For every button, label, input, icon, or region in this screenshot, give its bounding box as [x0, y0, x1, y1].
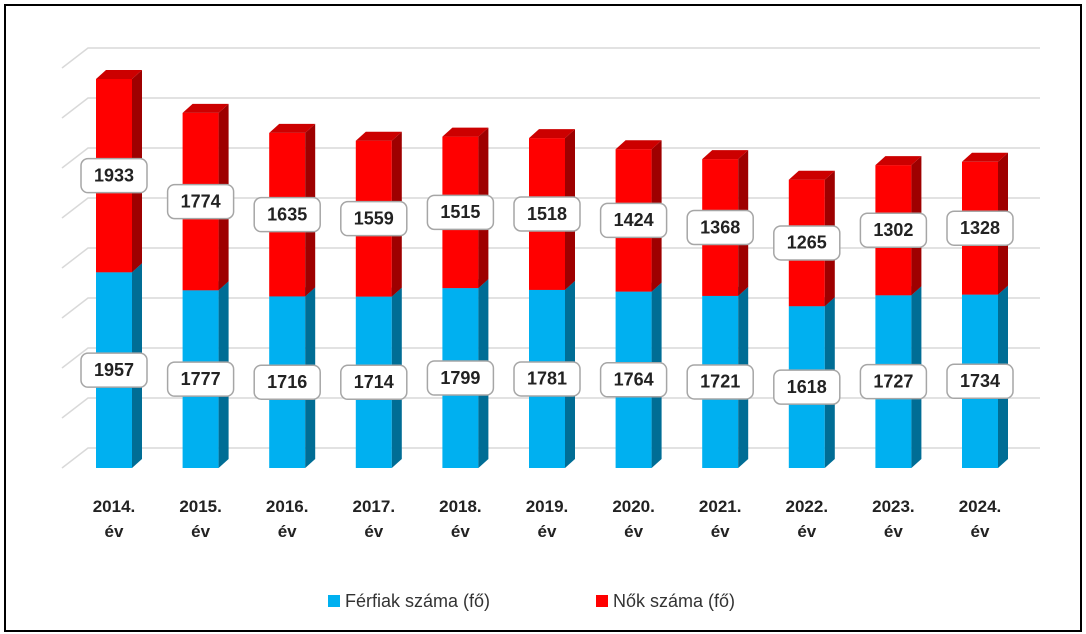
- data-label-box: [513, 361, 581, 397]
- data-label-box: [686, 209, 754, 246]
- x-tick-label: 2024. év: [958, 497, 1002, 541]
- bar-top: [875, 156, 922, 166]
- x-tick-label: 2016. év: [265, 497, 309, 541]
- bar-top: [702, 150, 749, 160]
- data-label: 1635: [267, 204, 307, 224]
- data-label: 1777: [181, 369, 221, 389]
- grid-line: [61, 147, 1040, 169]
- data-label: 1727: [873, 371, 913, 391]
- data-label: 1368: [700, 217, 740, 237]
- legend-label: Férfiak száma (fő): [345, 591, 490, 611]
- bar-top: [182, 103, 229, 113]
- data-label-box: [340, 200, 408, 237]
- data-label: 1265: [787, 233, 827, 253]
- bar-top: [529, 129, 575, 139]
- data-label-box: [253, 364, 321, 400]
- bar-top: [269, 123, 316, 133]
- x-tick-label: 2018. év: [439, 497, 482, 541]
- grid-line: [61, 47, 1040, 69]
- data-label-box: [599, 362, 668, 398]
- x-tick-label: 2019. év: [525, 497, 569, 541]
- x-tick-label: 2022. év: [785, 497, 829, 541]
- legend-swatch: [328, 595, 340, 607]
- data-label: 1518: [527, 204, 567, 224]
- data-label-box: [513, 196, 581, 232]
- data-label: 1721: [700, 372, 740, 392]
- bar-top: [962, 152, 1008, 162]
- x-tick-label: 2014. év: [92, 497, 136, 541]
- data-label: 1716: [267, 372, 307, 392]
- grid-line: [61, 97, 1040, 119]
- data-label-box: [773, 369, 841, 405]
- frame: [4, 4, 1082, 632]
- data-label-box: [80, 157, 148, 194]
- data-label: 1734: [960, 371, 1000, 391]
- data-label: 1302: [873, 220, 913, 240]
- data-label: 1799: [440, 368, 480, 388]
- data-label-box: [859, 363, 928, 400]
- data-label-box: [253, 196, 321, 233]
- data-label: 1774: [181, 191, 221, 211]
- data-label: 1559: [354, 208, 394, 228]
- data-label: 1515: [440, 202, 480, 222]
- data-label-box: [166, 361, 235, 397]
- data-label: 1764: [614, 370, 654, 390]
- data-label-box: [599, 202, 668, 239]
- data-label-box: [686, 364, 754, 400]
- data-label-box: [946, 210, 1014, 246]
- data-label-box: [773, 225, 841, 261]
- bar-top: [615, 140, 662, 150]
- data-label: 1618: [787, 377, 827, 397]
- legend-swatch: [596, 595, 608, 607]
- x-tick-label: 2020. év: [612, 497, 655, 541]
- x-tick-label: 2017. év: [352, 497, 396, 541]
- x-tick-label: 2021. év: [698, 497, 742, 541]
- bar-top: [788, 170, 835, 180]
- data-label-box: [426, 194, 495, 231]
- data-label-box: [426, 360, 495, 396]
- data-label-box: [859, 212, 928, 248]
- data-label-box: [166, 183, 235, 220]
- data-label: 1781: [527, 369, 567, 389]
- data-label: 1424: [614, 210, 654, 230]
- x-tick-label: 2023. év: [872, 497, 915, 541]
- data-label-box: [946, 363, 1014, 400]
- data-label-box: [340, 364, 408, 401]
- data-label: 1933: [94, 165, 134, 185]
- x-tick-label: 2015. év: [179, 497, 222, 541]
- data-label: 1714: [354, 372, 394, 392]
- data-label-box: [80, 352, 148, 388]
- bar-top: [96, 70, 142, 79]
- bar-top: [442, 127, 489, 137]
- data-label: 1328: [960, 218, 1000, 238]
- data-label: 1957: [94, 360, 134, 380]
- bar-top: [355, 131, 402, 141]
- legend-label: Nők száma (fő): [613, 591, 735, 611]
